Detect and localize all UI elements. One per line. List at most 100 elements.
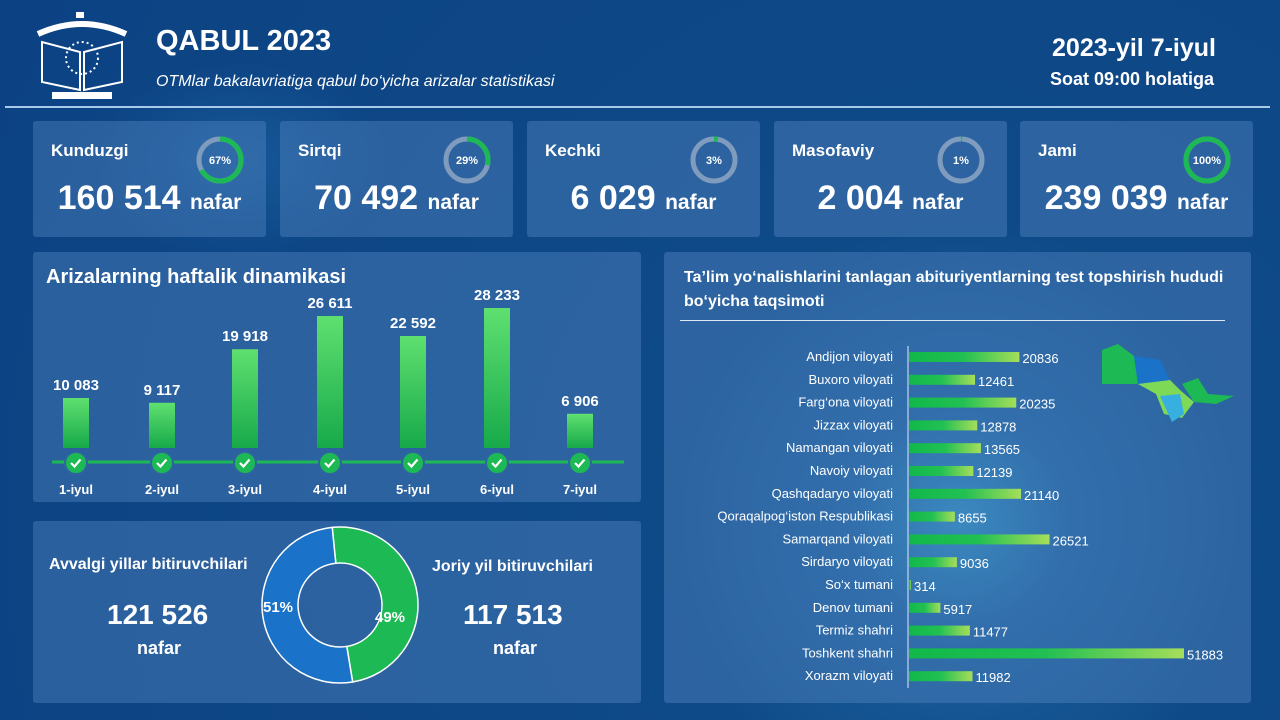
region-value: 20235 [1019,397,1055,412]
bar-4-iyul [317,316,343,448]
bar-3-iyul [232,349,258,448]
region-bar [909,374,976,385]
report-time: Soat 09:00 holatiga [1049,69,1214,89]
region-value: 13565 [984,442,1020,457]
stat-number: 2 004 [817,179,903,217]
region-label: Qashqadaryo viloyati [772,486,894,501]
percent-label: 100% [1193,155,1221,167]
region-bar [909,420,978,431]
region-label: Qoraqalpog‘iston Respublikasi [717,509,893,524]
bar-5-iyul [400,335,426,448]
percent-label: 3% [706,155,722,167]
stat-unit: nafar [912,191,964,214]
current-graduates-value: 117 513 [463,599,563,630]
stat-card-kechki: Kechki 3% 6 029 nafar [527,121,760,237]
graduates-donut-chart: 51% 49% [261,526,419,684]
region-label: Namangan viloyati [786,440,893,455]
stat-value: 6 029 nafar [527,179,760,218]
region-bar [909,443,981,454]
ministry-logo [36,12,128,99]
header-divider [5,106,1270,108]
stat-label: Jami [1038,141,1077,160]
stat-number: 239 039 [1044,179,1168,217]
stat-unit: nafar [1177,191,1229,214]
stat-card-masofaviy: Masofaviy 1% 2 004 nafar [774,121,1007,237]
check-circle-icon [233,451,257,475]
weekly-chart-title: Arizalarning haftalik dinamikasi [46,266,347,288]
region-value: 11982 [976,670,1011,685]
category-label: 6-iyul [480,482,514,497]
page-title: QABUL 2023 [156,25,332,57]
stat-unit: nafar [665,191,717,214]
bar-value-label: 22 592 [390,315,436,332]
donut-slice-previous [261,526,354,684]
percent-ring: 100% [1183,136,1231,184]
region-value: 5917 [943,602,972,617]
report-date: 2023-yil 7-iyul [1052,34,1216,62]
bar-6-iyul [484,308,510,448]
region-value: 26521 [1053,533,1089,548]
check-icon [574,458,586,469]
stat-unit: nafar [427,191,479,214]
region-bar [909,625,970,636]
region-value: 21140 [1024,488,1059,503]
region-value: 12139 [976,465,1012,480]
region-label: Denov tumani [813,600,893,615]
bar-value-label: 6 906 [561,393,599,410]
stat-value: 239 039 nafar [1020,179,1253,218]
region-label: Buxoro viloyati [808,372,893,387]
check-circle-icon [318,451,342,475]
region-label: So‘x tumani [825,577,893,592]
percent-ring: 1% [937,136,985,184]
check-icon [407,458,419,469]
current-percent-label: 49% [375,609,405,626]
stat-unit: nafar [190,191,242,214]
stat-number: 160 514 [57,179,181,217]
region-label: Termiz shahri [816,623,893,638]
stat-value: 70 492 nafar [280,179,513,218]
region-bar [909,352,1020,362]
previous-graduates-value: 121 526 [107,599,209,630]
check-icon [324,458,336,469]
region-value: 20836 [1022,351,1058,366]
check-circle-icon [568,451,592,475]
check-circle-icon [401,451,425,475]
uzbekistan-map-icon [1102,344,1234,422]
category-label: 7-iyul [563,482,597,497]
region-bar [909,397,1017,408]
region-bar [909,488,1022,499]
region-bar [909,602,941,613]
region-label: Farg‘ona viloyati [798,395,893,410]
bar-1-iyul [63,398,89,448]
region-bar [909,511,955,522]
bar-value-label: 19 918 [222,328,268,345]
region-bar [909,671,973,682]
current-graduates-unit: nafar [493,638,538,658]
check-circle-icon [64,451,88,475]
category-label: 4-iyul [313,482,347,497]
current-graduates-label: Joriy yil bitiruvchilari [432,558,593,575]
stat-label: Kechki [545,141,601,160]
percent-ring: 67% [196,136,244,184]
stat-label: Masofaviy [792,141,875,160]
category-label: 1-iyul [59,482,93,497]
region-label: Samarqand viloyati [782,531,893,546]
region-value: 8655 [958,511,987,526]
stat-card-jami: Jami 100% 239 039 nafar [1020,121,1253,237]
donut-slice-current [331,526,419,683]
region-label: Navoiy viloyati [810,463,893,478]
region-bar [909,557,957,568]
check-icon [70,458,82,469]
stat-number: 70 492 [314,179,419,217]
previous-graduates-unit: nafar [137,638,182,658]
percent-label: 67% [209,155,231,167]
previous-graduates-label: Avvalgi yillar bitiruvchilari [49,556,248,573]
region-value: 9036 [960,556,989,571]
region-bar [909,466,974,476]
region-label: Sirdaryo viloyati [801,554,893,569]
stat-card-kunduzgi: Kunduzgi 67% 160 514 nafar [33,121,266,237]
regional-chart-title: Ta’lim yo‘nalishlarini tanlagan abituriy… [684,269,1224,310]
region-label: Jizzax viloyati [814,417,894,432]
